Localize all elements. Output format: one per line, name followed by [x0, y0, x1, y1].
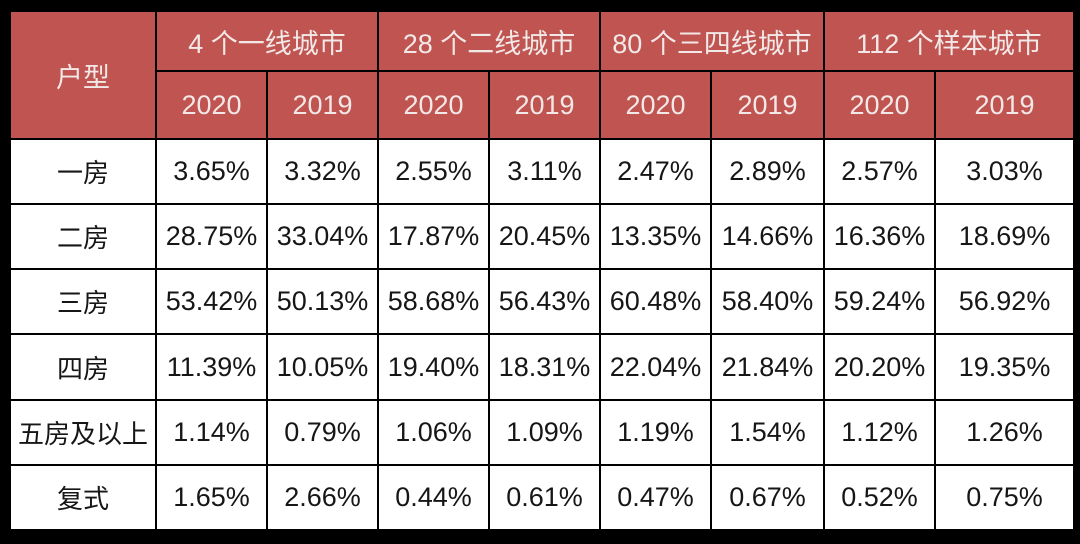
data-cell: 1.26%: [934, 398, 1076, 466]
year-header-row: 2020 2019 2020 2019 2020 2019 2020 2019: [10, 70, 1076, 140]
data-cell: 0.75%: [934, 463, 1076, 532]
year-header: 2020: [377, 70, 490, 140]
row-label: 三房: [9, 268, 157, 336]
row-label: 五房及以上: [9, 398, 157, 466]
data-cell: 10.05%: [266, 333, 379, 401]
data-cell: 11.39%: [155, 333, 268, 401]
data-cell: 1.19%: [599, 398, 713, 466]
table-row-two-bedroom: 二房 28.75% 33.04% 17.87% 20.45% 13.35% 14…: [9, 203, 1076, 271]
table-row-four-bedroom: 四房 11.39% 10.05% 19.40% 18.31% 22.04% 21…: [9, 333, 1076, 401]
data-cell: 56.43%: [487, 268, 602, 336]
data-cell: 18.69%: [934, 203, 1076, 271]
row-label: 二房: [9, 203, 157, 271]
data-cell: 0.44%: [377, 463, 490, 532]
data-cell: 17.87%: [377, 203, 490, 271]
corner-header: 户型: [9, 10, 157, 140]
data-cell: 3.32%: [266, 137, 379, 206]
table-row-three-bedroom: 三房 53.42% 50.13% 58.68% 56.43% 60.48% 58…: [9, 268, 1076, 336]
data-cell: 1.09%: [487, 398, 602, 466]
data-cell: 19.35%: [934, 333, 1076, 401]
year-header: 2019: [934, 70, 1076, 140]
data-cell: 20.45%: [487, 203, 602, 271]
data-cell: 2.47%: [599, 137, 713, 206]
data-cell: 16.36%: [823, 203, 937, 271]
table-row-five-plus-bedroom: 五房及以上 1.14% 0.79% 1.06% 1.09% 1.19% 1.54…: [9, 398, 1076, 466]
data-cell: 58.68%: [377, 268, 490, 336]
data-cell: 2.57%: [823, 137, 937, 206]
data-cell: 20.20%: [823, 333, 937, 401]
data-cell: 2.55%: [377, 137, 490, 206]
data-cell: 0.52%: [823, 463, 937, 532]
year-header: 2019: [710, 70, 826, 140]
row-label: 复式: [9, 463, 157, 532]
row-label: 一房: [9, 137, 157, 206]
data-cell: 0.79%: [266, 398, 379, 466]
data-cell: 18.31%: [487, 333, 602, 401]
data-cell: 56.92%: [934, 268, 1076, 336]
group-header-tier1-cities: 4 个一线城市: [155, 10, 379, 72]
data-cell: 22.04%: [599, 333, 713, 401]
data-cell: 19.40%: [377, 333, 490, 401]
data-cell: 1.12%: [823, 398, 937, 466]
data-cell: 53.42%: [155, 268, 268, 336]
group-header-sample-cities: 112 个样本城市: [823, 10, 1076, 72]
data-cell: 1.14%: [155, 398, 268, 466]
data-cell: 2.66%: [266, 463, 379, 532]
data-cell: 0.47%: [599, 463, 713, 532]
table-row-one-bedroom: 一房 3.65% 3.32% 2.55% 3.11% 2.47% 2.89% 2…: [9, 137, 1076, 206]
data-cell: 21.84%: [710, 333, 826, 401]
group-header-tier34-cities: 80 个三四线城市: [599, 10, 826, 72]
data-cell: 28.75%: [155, 203, 268, 271]
table-row-duplex: 复式 1.65% 2.66% 0.44% 0.61% 0.47% 0.67% 0…: [9, 463, 1076, 532]
data-cell: 2.89%: [710, 137, 826, 206]
data-cell: 33.04%: [266, 203, 379, 271]
data-cell: 59.24%: [823, 268, 937, 336]
data-cell: 58.40%: [710, 268, 826, 336]
data-cell: 3.03%: [934, 137, 1076, 206]
data-cell: 1.65%: [155, 463, 268, 532]
data-cell: 0.67%: [710, 463, 826, 532]
year-header: 2019: [487, 70, 602, 140]
year-header: 2020: [599, 70, 713, 140]
data-cell: 0.61%: [487, 463, 602, 532]
data-cell: 1.54%: [710, 398, 826, 466]
data-cell: 50.13%: [266, 268, 379, 336]
year-header: 2020: [823, 70, 937, 140]
data-cell: 14.66%: [710, 203, 826, 271]
year-header: 2019: [266, 70, 379, 140]
data-cell: 60.48%: [599, 268, 713, 336]
group-header-tier2-cities: 28 个二线城市: [376, 10, 602, 72]
year-header: 2020: [155, 70, 268, 140]
row-label: 四房: [9, 333, 157, 401]
group-header-row: 户型 4 个一线城市 28 个二线城市 80 个三四线城市 112 个样本城市: [9, 10, 1076, 140]
data-cell: 3.65%: [155, 137, 268, 206]
housing-type-share-table: 户型 4 个一线城市 28 个二线城市 80 个三四线城市 112 个样本城市 …: [9, 10, 1076, 532]
data-cell: 13.35%: [599, 203, 713, 271]
data-cell: 3.11%: [487, 137, 602, 206]
data-cell: 1.06%: [377, 398, 490, 466]
